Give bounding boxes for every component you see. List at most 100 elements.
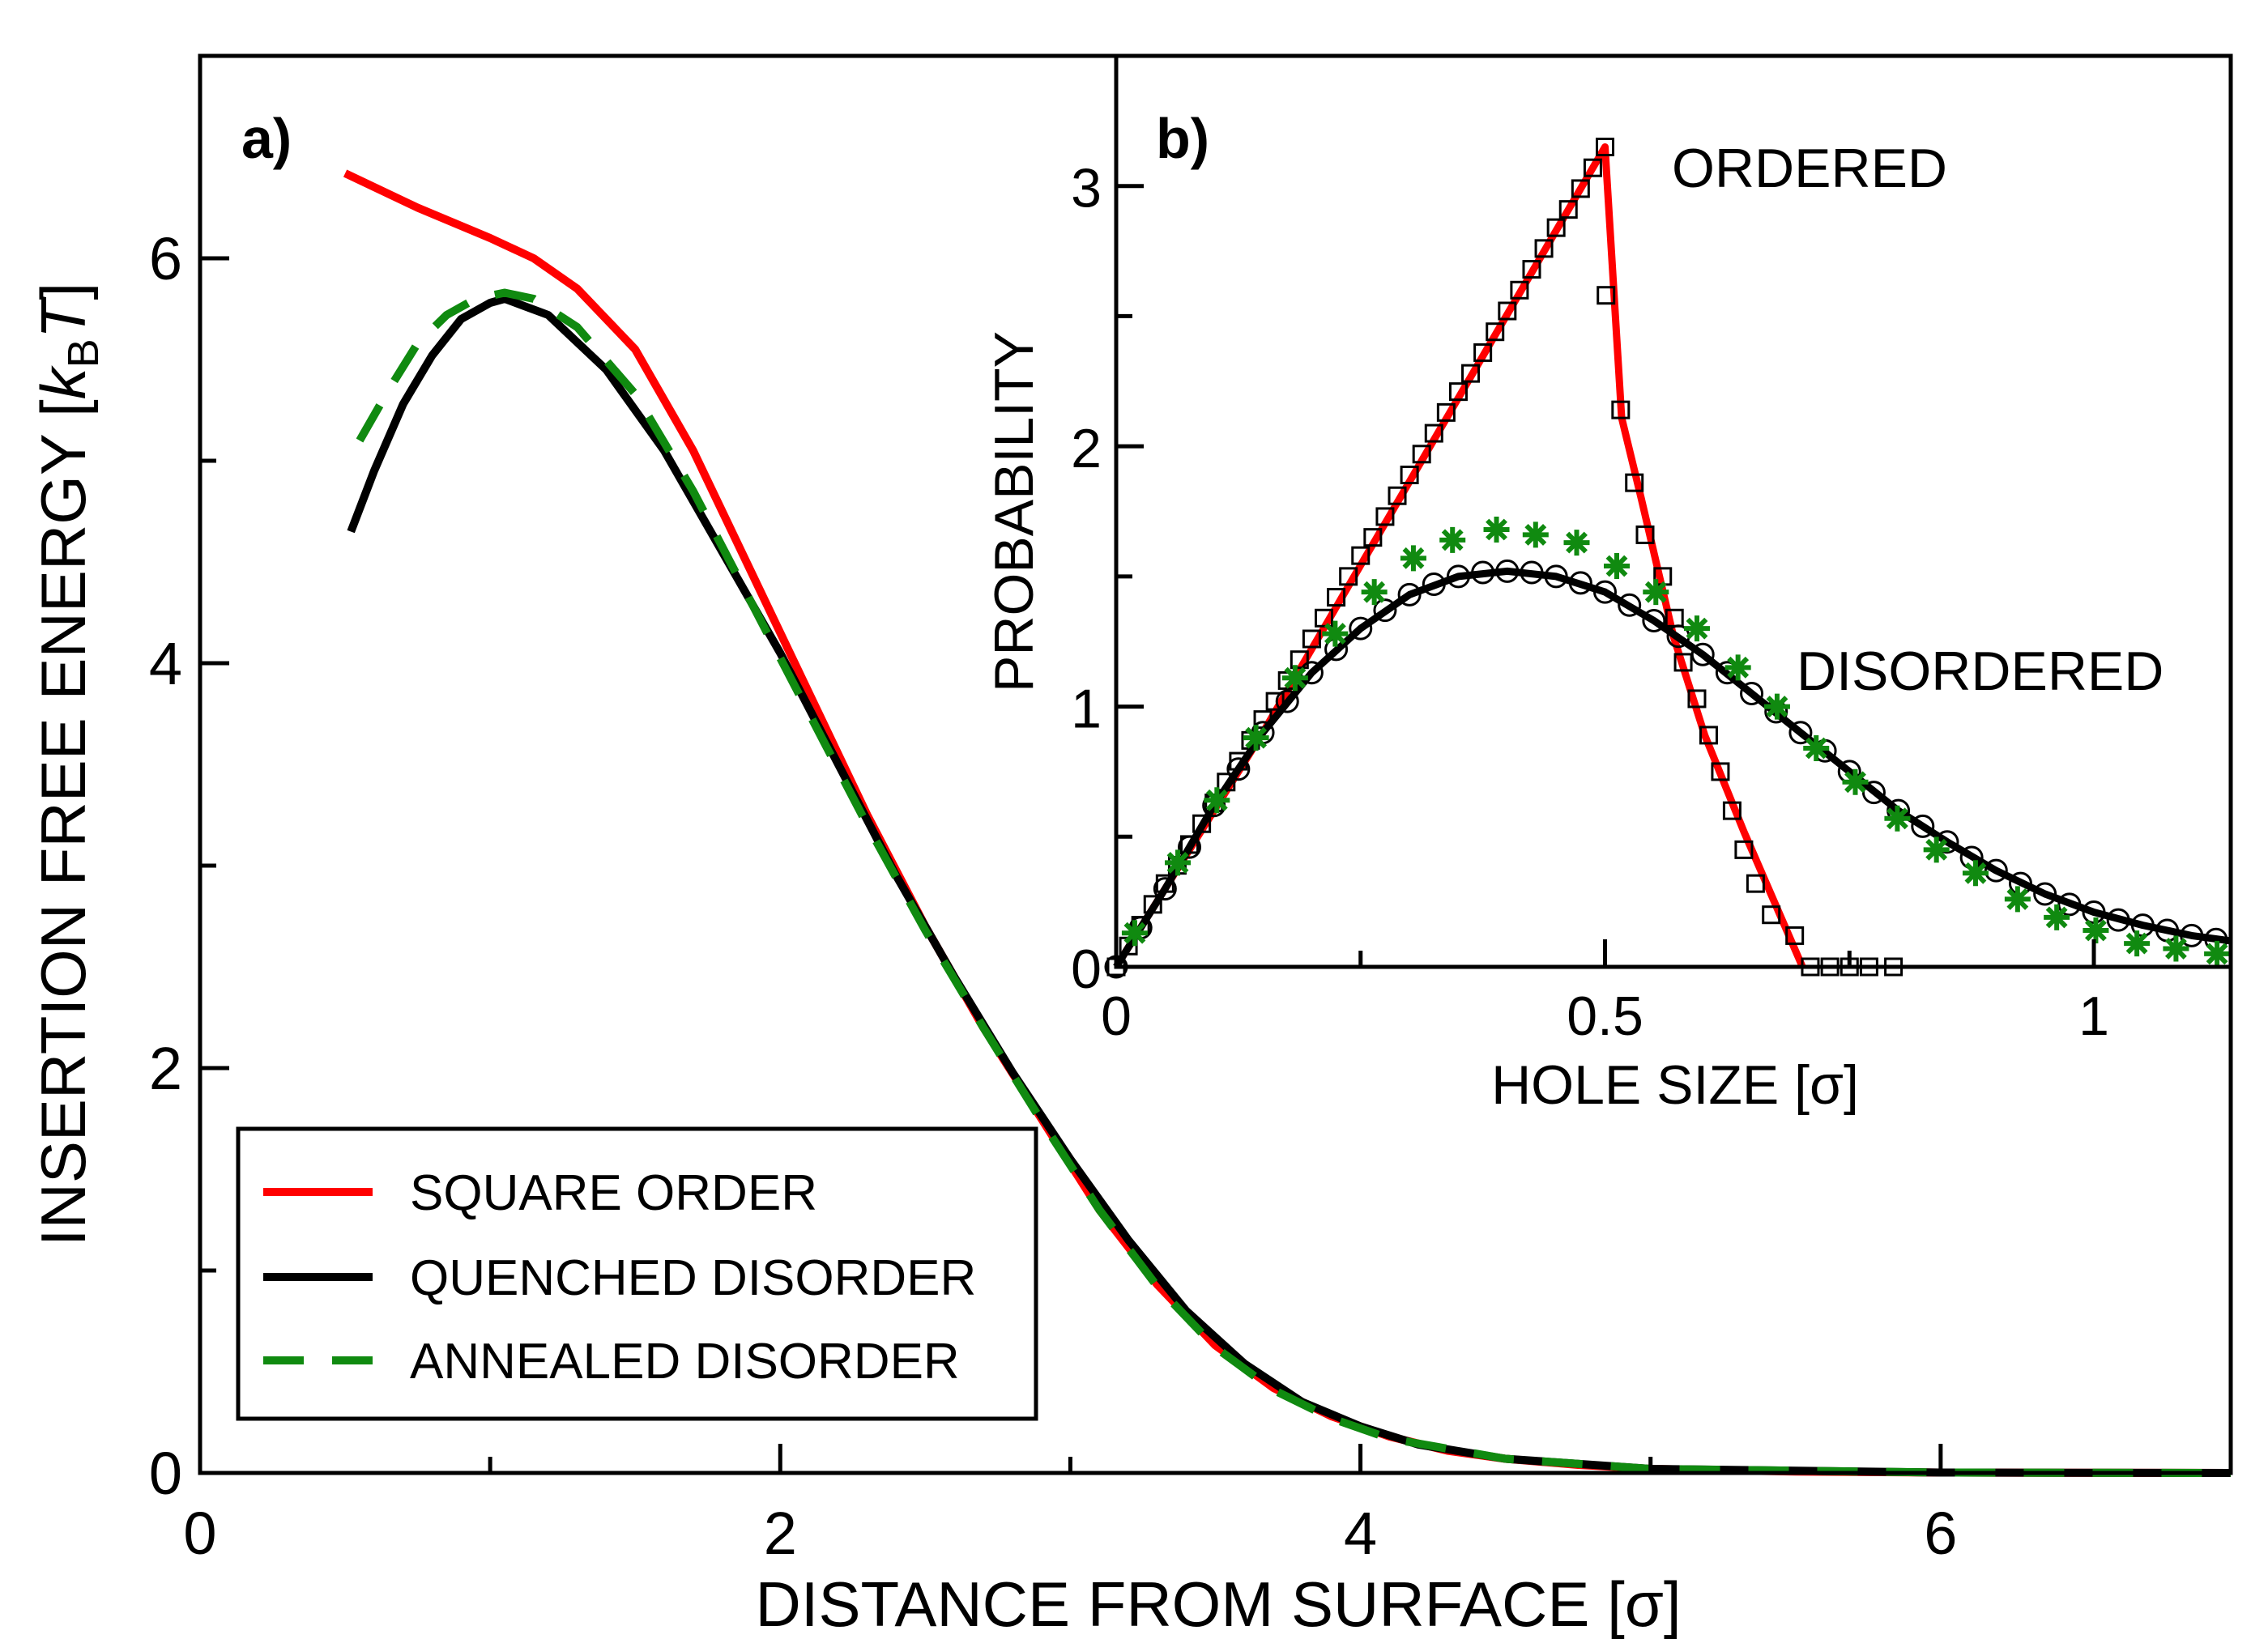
x-tick-label: 0: [183, 1500, 216, 1567]
square-marker: [1785, 926, 1805, 945]
circle-marker: [1593, 580, 1618, 604]
square-marker: [1302, 629, 1321, 649]
series-group: [1104, 138, 2232, 979]
star-marker: [1439, 526, 1466, 553]
axes-frame: 0 0.5 1 0 1 2 3: [1071, 53, 2233, 1047]
star-marker: [1842, 768, 1869, 795]
y-tick-label: 6: [149, 225, 182, 292]
axes-frame: 0 2 4 6 0 2 4 6: [149, 53, 2233, 1567]
y-axis-title-k: k: [28, 364, 99, 399]
square-marker: [1363, 528, 1383, 547]
y-tick-label: 4: [149, 630, 182, 697]
square-marker: [1461, 364, 1481, 383]
star-marker: [1962, 860, 1989, 887]
circle-marker: [2106, 908, 2130, 932]
circle-marker: [1349, 616, 1373, 641]
circle-marker: [1861, 781, 1886, 805]
square-marker: [1558, 200, 1578, 219]
series-line-2: [1113, 567, 2232, 969]
circle-marker: [2180, 923, 2204, 947]
star-marker: [1243, 725, 1269, 751]
square-marker: [1673, 653, 1693, 672]
square-marker: [1339, 567, 1358, 586]
circle-marker: [1642, 609, 1666, 632]
legend-label-quenched-disorder: QUENCHED DISORDER: [410, 1250, 976, 1306]
y-tick-label: 2: [1071, 418, 1102, 479]
plot-frame: [1114, 53, 2233, 969]
y-axis-title-sub: B: [59, 338, 108, 368]
legend: SQUARE ORDER QUENCHED DISORDER ANNEALED …: [236, 1126, 1038, 1421]
x-tick-label: 0.5: [1567, 985, 1643, 1047]
star-marker: [1483, 517, 1510, 543]
star-marker: [2083, 917, 2109, 943]
legend-label-annealed-disorder: ANNEALED DISORDER: [410, 1334, 960, 1390]
star-marker: [1281, 665, 1308, 692]
square-marker: [1722, 801, 1742, 820]
square-marker: [1687, 689, 1707, 709]
x-axis-title: DISTANCE FROM SURFACE [σ]: [755, 1569, 1681, 1640]
circle-marker: [1178, 835, 1202, 859]
square-marker: [1522, 260, 1541, 279]
y-axis-title: INSERTION FREE ENERGY [kBT]: [28, 283, 108, 1246]
square-marker: [1596, 138, 1615, 156]
circle-marker: [2057, 892, 2082, 917]
circle-marker: [1495, 559, 1520, 583]
square-marker: [1265, 692, 1285, 711]
square-marker: [1625, 473, 1644, 492]
square-marker: [1534, 239, 1554, 258]
y-tick-label: 3: [1071, 158, 1102, 219]
x-tick-label: 4: [1344, 1500, 1377, 1567]
inset-x-axis-title: HOLE SIZE [σ]: [1491, 1054, 1859, 1116]
square-marker: [1597, 286, 1616, 305]
square-marker: [1711, 762, 1730, 781]
star-marker: [2163, 935, 2189, 962]
legend-label-square-order: SQUARE ORDER: [410, 1165, 817, 1221]
x-tick-label: 6: [1924, 1500, 1957, 1567]
square-marker: [1583, 158, 1602, 177]
square-marker: [1473, 343, 1493, 362]
main-plot-a: 0 2 4 6 0 2 4 6: [149, 53, 2233, 1567]
star-marker: [1522, 521, 1549, 548]
square-marker: [1436, 402, 1456, 422]
star-marker: [1803, 735, 1830, 761]
star-marker: [1400, 545, 1426, 572]
square-marker: [1400, 466, 1419, 484]
square-marker: [1448, 382, 1468, 402]
circle-marker: [1446, 564, 1470, 589]
circle-marker: [2033, 882, 2057, 906]
circle-marker: [1373, 598, 1397, 623]
star-marker: [1643, 579, 1669, 606]
square-marker: [1546, 218, 1566, 237]
star-marker: [1923, 836, 1950, 863]
square-marker: [1351, 546, 1371, 565]
annotation-disordered: DISORDERED: [1797, 641, 2164, 702]
square-marker: [1746, 874, 1765, 893]
star-marker: [1121, 920, 1148, 947]
star-marker: [1603, 553, 1630, 579]
star-marker: [1683, 615, 1710, 642]
circle-marker: [1471, 560, 1495, 585]
star-marker: [2044, 904, 2070, 930]
square-marker: [1375, 507, 1395, 526]
star-marker: [1204, 787, 1230, 814]
annotation-ordered: ORDERED: [1672, 138, 1947, 199]
inset-plot-b: 0 0.5 1 0 1 2 3: [1071, 53, 2233, 1047]
circle-marker: [1788, 721, 1813, 745]
circle-marker: [1520, 560, 1544, 585]
y-tick-label: 0: [1071, 939, 1102, 1000]
star-marker: [2124, 930, 2151, 957]
star-marker: [1884, 805, 1911, 832]
star-marker: [1763, 693, 1790, 720]
square-marker: [1510, 280, 1529, 300]
star-marker: [2204, 940, 2231, 967]
y-axis-title-main: INSERTION FREE ENERGY [: [28, 399, 99, 1246]
y-axis-title-T: T: [28, 296, 99, 338]
square-marker: [1327, 588, 1346, 607]
circle-marker: [1690, 642, 1715, 666]
circle-marker: [1911, 814, 1935, 838]
circle-marker: [1984, 858, 2008, 883]
star-marker: [1322, 620, 1349, 647]
circle-marker: [1422, 572, 1446, 596]
y-axis-title-close: ]: [28, 283, 99, 300]
